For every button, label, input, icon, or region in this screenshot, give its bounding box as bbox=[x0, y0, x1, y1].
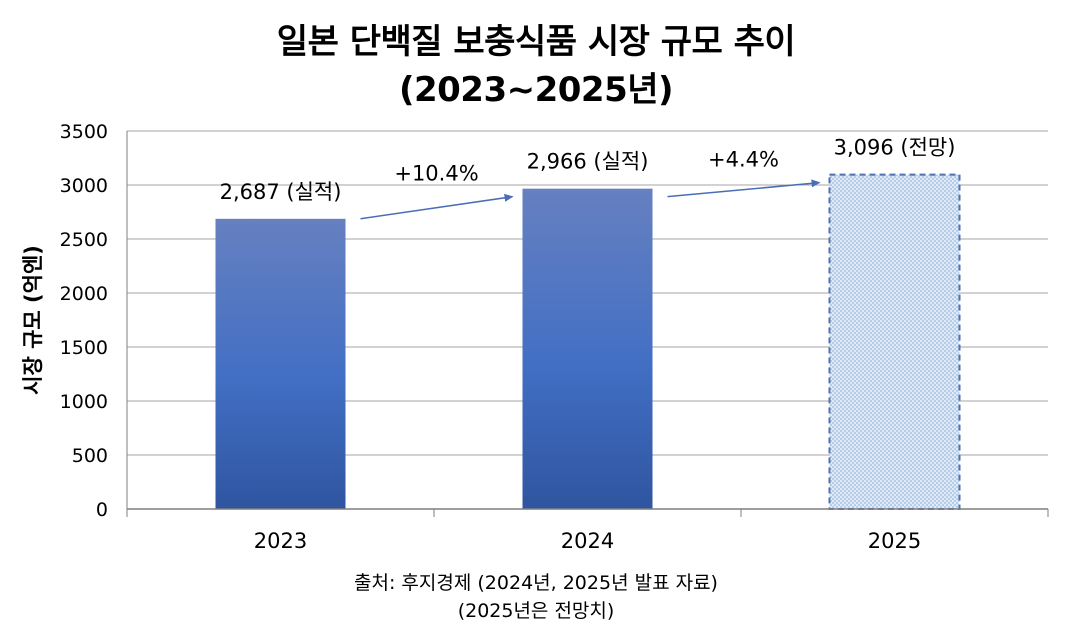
x-tick-label: 2024 bbox=[561, 529, 614, 553]
growth-annotations: +10.4% +4.4% bbox=[360, 148, 821, 220]
x-tick-label: 2025 bbox=[868, 529, 921, 553]
bar-forecast bbox=[828, 173, 961, 511]
source-note-forecast: (2025년은 전망치) bbox=[457, 600, 615, 622]
y-tick-label: 1500 bbox=[60, 337, 108, 359]
y-tick-label: 2500 bbox=[60, 229, 108, 251]
bars bbox=[215, 173, 961, 511]
y-tick-label: 1000 bbox=[60, 391, 108, 413]
y-tick-label: 2000 bbox=[60, 283, 108, 305]
y-axis-ticks: 0 500 1000 1500 2000 2500 3000 3500 bbox=[60, 121, 108, 521]
growth-arrow bbox=[360, 193, 514, 220]
data-label: 2,687 (실적) bbox=[220, 180, 342, 204]
chart-title-line-2: (2023~2025년) bbox=[398, 70, 674, 110]
source-note: 출처: 후지경제 (2024년, 2025년 발표 자료) bbox=[354, 572, 718, 594]
y-tick-label: 500 bbox=[72, 445, 108, 467]
bar bbox=[522, 188, 653, 509]
y-tick-label: 0 bbox=[96, 499, 108, 521]
y-axis-label: 시장 규모 (억엔) bbox=[21, 245, 45, 395]
data-label: 2,966 (실적) bbox=[527, 150, 649, 174]
x-axis-ticks: 2023 2024 2025 bbox=[254, 529, 921, 553]
x-axis bbox=[126, 131, 1049, 517]
growth-label: +10.4% bbox=[394, 162, 478, 186]
x-tick-label: 2023 bbox=[254, 529, 307, 553]
data-labels: 2,687 (실적) 2,966 (실적) 3,096 (전망) bbox=[220, 136, 956, 204]
data-label: 3,096 (전망) bbox=[834, 136, 956, 160]
y-tick-label: 3000 bbox=[60, 175, 108, 197]
chart-title-line-1: 일본 단백질 보충식품 시장 규모 추이 bbox=[276, 22, 796, 62]
growth-label: +4.4% bbox=[708, 148, 779, 172]
y-tick-label: 3500 bbox=[60, 121, 108, 143]
growth-arrow bbox=[667, 179, 821, 198]
bar bbox=[215, 218, 346, 509]
